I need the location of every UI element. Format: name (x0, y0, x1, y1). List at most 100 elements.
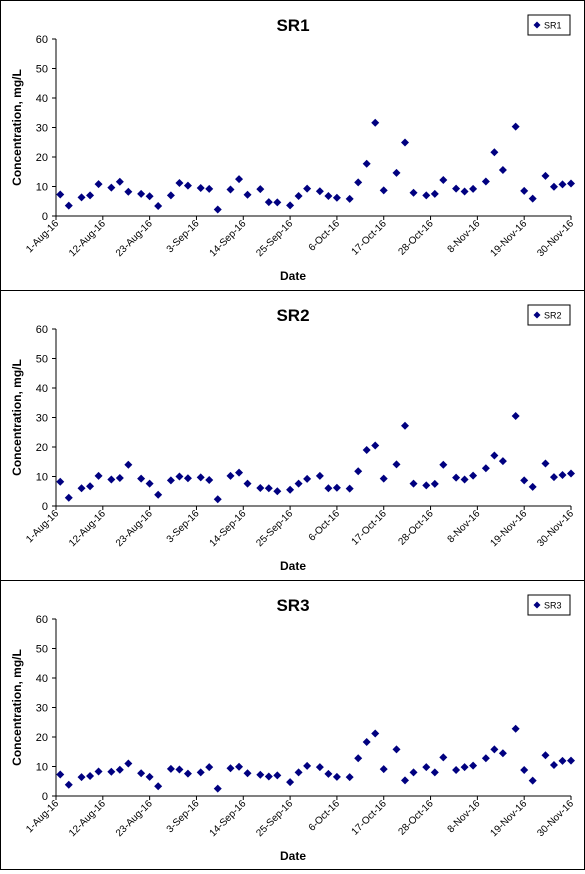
data-point (145, 772, 154, 781)
chart-panel-sr2: SR2 0 10 20 30 40 50 60 1-Aug-16 12-Aug-16 23-Aug-… (0, 290, 585, 581)
y-tick-label: 20 (36, 442, 48, 454)
data-point (439, 753, 448, 762)
x-tick-label: 14-Sep-16 (208, 508, 249, 549)
legend-label: SR3 (544, 601, 562, 611)
data-point (64, 201, 73, 210)
data-point (226, 471, 235, 480)
data-point (154, 782, 163, 791)
data-point (345, 773, 354, 782)
data-point (332, 193, 341, 202)
data-point (409, 768, 418, 777)
x-tick-label: 17-Oct-16 (350, 218, 390, 258)
x-tick-label: 8-Nov-16 (446, 508, 483, 545)
data-point (490, 451, 499, 460)
y-tick-label: 10 (36, 472, 48, 484)
data-point (354, 178, 363, 187)
data-point (243, 190, 252, 199)
x-tick-label: 3-Sep-16 (165, 798, 202, 835)
x-tick-label: 23-Aug-16 (114, 218, 155, 259)
data-point (124, 460, 133, 469)
data-point (567, 756, 575, 765)
x-tick-label: 28-Oct-16 (396, 218, 436, 258)
y-tick-label: 30 (36, 123, 48, 135)
legend-marker (533, 311, 541, 319)
data-point (315, 187, 324, 196)
data-point (137, 769, 146, 778)
x-tick-label: 25-Sep-16 (254, 218, 295, 259)
data-point (94, 180, 103, 189)
data-point (294, 768, 303, 777)
y-tick-label: 50 (36, 64, 48, 76)
legend-label: SR2 (544, 311, 562, 321)
legend-box (527, 594, 571, 616)
data-point (324, 191, 333, 200)
data-point (362, 445, 371, 454)
data-point (558, 180, 567, 189)
data-point (294, 191, 303, 200)
y-tick-label: 10 (36, 182, 48, 194)
data-point (324, 484, 333, 493)
data-point (371, 729, 380, 738)
data-point (175, 178, 184, 187)
data-point (256, 770, 265, 779)
data-point (264, 198, 273, 207)
chart-sr2: SR2 0 10 20 30 40 50 60 1-Aug-16 12-Aug-16 23-Aug-… (10, 304, 576, 573)
data-point (56, 190, 65, 199)
data-point (392, 460, 401, 469)
legend-marker (533, 601, 541, 609)
data-point (558, 471, 567, 480)
data-point (86, 191, 95, 200)
x-tick-label: 12-Aug-16 (67, 508, 108, 549)
x-tick-label: 6-Oct-16 (307, 508, 343, 544)
data-point (324, 769, 333, 778)
data-point (286, 201, 295, 210)
data-point (77, 773, 86, 782)
data-point (303, 761, 312, 770)
data-point (354, 467, 363, 476)
data-point (345, 484, 354, 493)
chart-sr1: SR1 0 10 20 30 40 50 60 1-Aug-16 12-Aug-16 23-Aug-… (10, 14, 576, 283)
data-point (183, 181, 192, 190)
data-point (273, 198, 282, 207)
data-point (115, 473, 124, 482)
x-tick-label: 14-Sep-16 (208, 798, 249, 839)
chart-panel-sr1: SR1 0 10 20 30 40 50 60 1-Aug-16 12-Aug-16 23-Aug-… (0, 0, 585, 291)
data-point (332, 483, 341, 492)
y-tick-label: 10 (36, 762, 48, 774)
data-point (196, 183, 205, 192)
data-point (115, 765, 124, 774)
data-point (256, 484, 265, 493)
data-point (124, 187, 133, 196)
data-point (235, 468, 244, 477)
data-point (137, 474, 146, 483)
data-point (315, 471, 324, 480)
data-point (401, 138, 410, 147)
y-tick-label: 50 (36, 644, 48, 656)
data-point (226, 185, 235, 194)
data-point (332, 772, 341, 781)
data-point (511, 412, 520, 421)
x-tick-label: 3-Sep-16 (165, 508, 202, 545)
data-point (362, 159, 371, 168)
data-point (145, 192, 154, 201)
y-tick-label: 20 (36, 732, 48, 744)
data-point (86, 771, 95, 780)
data-point (235, 175, 244, 184)
data-point (567, 469, 575, 478)
x-tick-label: 1-Aug-16 (24, 218, 61, 255)
y-tick-label: 40 (36, 93, 48, 105)
data-point (175, 765, 184, 774)
data-point (452, 473, 461, 482)
data-point (439, 460, 448, 469)
x-tick-label: 6-Oct-16 (307, 218, 343, 254)
data-point (107, 183, 116, 192)
data-point (294, 479, 303, 488)
legend-marker (533, 21, 541, 29)
data-point (469, 184, 478, 193)
y-tick-label: 30 (36, 703, 48, 715)
data-point (286, 485, 295, 494)
x-tick-label: 1-Aug-16 (24, 798, 61, 835)
legend: SR2 (527, 304, 571, 326)
x-tick-label: 6-Oct-16 (307, 798, 343, 834)
